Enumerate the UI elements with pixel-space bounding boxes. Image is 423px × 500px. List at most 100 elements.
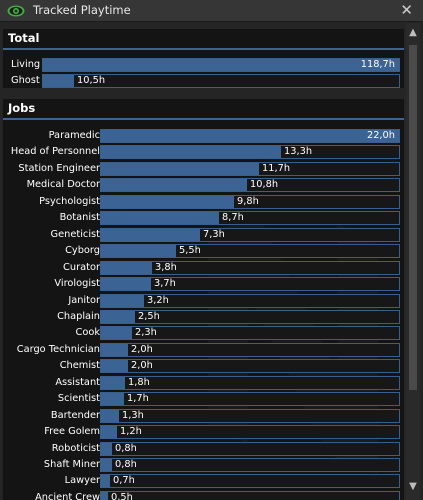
job-value: 5,5h [179,245,201,257]
total-value: 10,5h [77,75,106,86]
job-value: 8,7h [222,212,244,224]
job-bar-fill [101,459,112,471]
job-bar-fill [101,360,128,373]
job-bar-fill [101,294,144,307]
job-label: Bartender [50,409,100,421]
job-label: Station Engineer [18,162,100,174]
job-value: 0,7h [113,475,135,487]
job-label: Medical Doctor [26,179,100,191]
total-row: Ghost 10,5h [3,74,404,88]
scroll-thumb[interactable] [409,45,417,390]
job-value: 10,8h [250,179,279,191]
job-label: Chemist [59,360,100,372]
job-row: Medical Doctor 10,8h [3,178,404,193]
job-label: Assistant [55,376,100,388]
job-label: Shaft Miner [43,459,100,470]
total-bar-track: 10,5h [42,74,400,88]
job-value: 0,5h [111,491,133,500]
job-label: Roboticist [51,442,100,454]
job-bar-track: 22,0h [100,129,400,143]
total-value: 118,7h [360,59,395,70]
job-bar-fill [101,310,135,323]
job-row: Assistant 1,8h [3,375,404,390]
job-row: Geneticist 7,3h [3,227,404,242]
job-value: 2,3h [135,327,157,339]
job-label: Paramedic [48,130,100,141]
total-label: Living [11,59,41,70]
scrollbar[interactable]: ▲ ▼ [406,23,420,500]
job-value: 3,7h [154,278,176,290]
job-bar-fill [101,343,128,356]
job-bar-track: 9,8h [100,194,400,209]
total-heading: Total [3,29,404,50]
job-label: Scientist [57,393,100,405]
job-bar-track: 3,7h [100,277,400,292]
total-bar-track: 118,7h [42,58,400,72]
job-label: Janitor [68,294,100,306]
job-label: Ancient Crew [35,491,100,500]
close-button[interactable]: ✕ [400,1,413,19]
job-label: Lawyer [64,475,100,487]
job-row: Janitor 3,2h [3,293,404,308]
job-bar-track: 13,3h [100,145,400,160]
job-value: 7,3h [203,228,225,240]
job-bar-fill [101,195,234,208]
job-bar-fill [101,393,124,406]
job-bar-fill [101,130,399,142]
job-bar-track: 1,8h [100,375,400,390]
job-row: Free Golem 1,2h [3,425,404,440]
job-row: Scientist 1,7h [3,392,404,407]
job-bar-fill [101,162,259,175]
job-row: Paramedic 22,0h [3,129,404,143]
job-label: Botanist [59,212,100,224]
title-bar: Tracked Playtime ✕ [0,0,423,22]
job-bar-fill [101,146,281,159]
job-row: Chemist 2,0h [3,359,404,374]
job-row: Head of Personnel 13,3h [3,145,404,160]
job-bar-fill [101,442,112,455]
job-value: 0,8h [115,442,137,454]
eye-icon [7,5,25,17]
job-bar-fill [101,278,151,291]
scroll-up-button[interactable]: ▲ [409,27,417,38]
job-bar-track: 1,3h [100,408,400,423]
job-value: 9,8h [237,195,259,207]
job-bar-track: 2,0h [100,359,400,374]
window-title: Tracked Playtime [33,3,131,17]
job-value: 11,7h [262,162,291,174]
job-row: Cyborg 5,5h [3,244,404,259]
content-area: Total Living 118,7h Ghost 10,5h Jobs Parame… [0,23,405,500]
job-row: Curator 3,8h [3,260,404,275]
job-row: Station Engineer 11,7h [3,161,404,176]
job-bar-fill [101,426,117,439]
job-value: 2,0h [131,343,153,355]
job-bar-track: 0,8h [100,441,400,456]
job-value: 1,7h [127,393,149,405]
job-value: 1,3h [122,409,144,421]
job-bar-track: 3,8h [100,260,400,275]
job-bar-fill [101,228,200,241]
job-bar-track: 10,8h [100,178,400,193]
job-value: 1,2h [120,426,142,438]
job-row: Botanist 8,7h [3,211,404,226]
job-value: 2,5h [138,310,160,322]
job-bar-track: 1,2h [100,425,400,440]
jobs-heading: Jobs [3,99,404,120]
job-bar-track: 11,7h [100,161,400,176]
job-bar-track: 1,7h [100,392,400,407]
job-label: Geneticist [50,228,100,240]
job-value: 0,8h [115,459,137,470]
job-bar-track: 0,8h [100,458,400,472]
scroll-down-button[interactable]: ▼ [409,481,417,492]
job-row: Shaft Miner 0,8h [3,458,404,472]
job-row: Ancient Crew 0,5h [3,490,404,500]
job-bar-track: 3,2h [100,293,400,308]
job-bar-fill [101,376,125,389]
job-bar-fill [101,245,176,258]
total-label: Ghost [11,75,40,86]
job-value: 22,0h [366,130,395,141]
job-label: Cargo Technician [16,343,100,355]
job-row: Chaplain 2,5h [3,309,404,324]
job-label: Psychologist [39,195,100,207]
job-bar-track: 2,0h [100,342,400,357]
